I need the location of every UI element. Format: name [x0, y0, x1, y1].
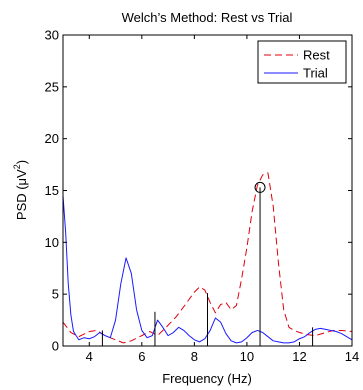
chart-title: Welch’s Method: Rest vs Trial — [122, 10, 293, 25]
y-tick-label: 20 — [45, 131, 59, 146]
legend: Rest Trial — [257, 40, 347, 84]
x-tick-label: 6 — [138, 349, 145, 364]
x-tick-label: 10 — [240, 349, 254, 364]
x-tick-label: 8 — [191, 349, 198, 364]
legend-trial-label: Trial — [303, 66, 328, 81]
y-tick-label: 5 — [52, 287, 59, 302]
y-axis-label-unit: μV — [14, 169, 29, 185]
series-line-rest — [63, 172, 352, 344]
x-axis-ticks: 4 6 8 10 12 14 — [86, 35, 359, 364]
x-tick-label: 12 — [292, 349, 306, 364]
y-tick-label: 15 — [45, 183, 59, 198]
y-tick-label: 25 — [45, 79, 59, 94]
y-tick-label: 10 — [45, 235, 59, 250]
y-axis-label-suffix: ) — [14, 160, 29, 164]
y-axis-label: PSD (μV2) — [12, 160, 29, 220]
stem-layer — [101, 181, 314, 346]
legend-box — [257, 40, 347, 84]
y-tick-label: 30 — [45, 28, 59, 43]
legend-rest-label: Rest — [303, 48, 330, 63]
y-axis-label-prefix: PSD ( — [14, 185, 29, 220]
x-tick-label: 4 — [86, 349, 93, 364]
y-tick-label: 0 — [52, 339, 59, 354]
y-axis-label-exp: 2 — [12, 164, 22, 169]
y-axis-ticks: 0 5 10 15 20 25 30 — [45, 28, 352, 354]
x-tick-label: 14 — [345, 349, 359, 364]
peak-marker — [254, 181, 266, 193]
x-axis-label: Frequency (Hz) — [162, 371, 252, 386]
